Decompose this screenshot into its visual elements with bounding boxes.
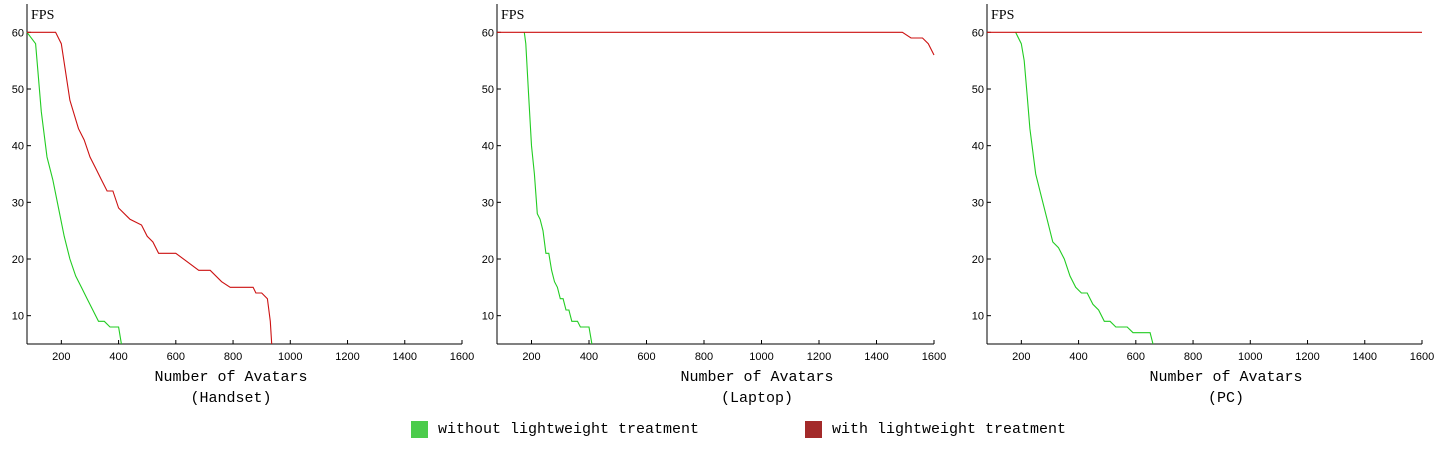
y-axis-label: FPS [501, 8, 524, 23]
x-axis-label: Number of Avatars [1149, 369, 1302, 386]
y-tick-label: 20 [12, 254, 24, 266]
y-tick-label: 40 [972, 141, 984, 153]
legend-label-without: without lightweight treatment [438, 421, 700, 438]
x-tick-label: 1600 [922, 351, 946, 363]
x-tick-label: 400 [109, 351, 127, 363]
y-tick-label: 50 [972, 84, 984, 96]
y-tick-label: 40 [482, 141, 494, 153]
x-tick-label: 1200 [1295, 351, 1319, 363]
x-tick-label: 600 [637, 351, 655, 363]
x-tick-label: 1400 [393, 351, 417, 363]
series-line-without-treatment [1015, 32, 1154, 345]
series-line-with-treatment [27, 31, 273, 345]
chart-panel-2: 10 20 30 40 50 60 200 400 600 800 1000 1200 1400 1600… [482, 4, 946, 407]
x-tick-label: 1000 [278, 351, 302, 363]
x-tick-label: 400 [580, 351, 598, 363]
x-tick-label: 800 [224, 351, 242, 363]
y-tick-label: 50 [12, 84, 24, 96]
x-tick-label: 800 [695, 351, 713, 363]
y-tick-label: 10 [972, 311, 984, 323]
x-tick-label: 1600 [1410, 351, 1434, 363]
series-line-without-treatment [523, 32, 593, 345]
y-axis-label: FPS [991, 8, 1014, 23]
chart-panel-3: 10 20 30 40 50 60 200 400 600 800 1000 1200 1400 1600… [972, 4, 1434, 407]
y-tick-label: 10 [482, 311, 494, 323]
y-tick-label: 30 [12, 197, 24, 209]
x-tick-label: 600 [167, 351, 185, 363]
legend-swatch-without [411, 421, 428, 438]
legend-label-with: with lightweight treatment [832, 421, 1067, 438]
chart-subtitle: (Laptop) [721, 390, 793, 407]
legend-item-with: with lightweight treatment [805, 421, 1066, 438]
x-tick-label: 200 [52, 351, 70, 363]
legend-item-without: without lightweight treatment [411, 421, 699, 438]
y-tick-label: 50 [482, 84, 494, 96]
y-tick-label: 30 [972, 197, 984, 209]
x-tick-label: 1200 [335, 351, 359, 363]
x-tick-label: 200 [522, 351, 540, 363]
x-tick-label: 200 [1012, 351, 1030, 363]
y-tick-label: 10 [12, 311, 24, 323]
series-line-without-treatment [26, 31, 122, 345]
y-axis-label: FPS [31, 8, 54, 23]
y-tick-label: 60 [482, 27, 494, 39]
legend-swatch-with [805, 421, 822, 438]
chart-subtitle: (PC) [1208, 390, 1244, 407]
x-tick-label: 1200 [807, 351, 831, 363]
y-tick-label: 20 [972, 254, 984, 266]
x-tick-label: 1000 [1238, 351, 1262, 363]
x-tick-label: 1400 [864, 351, 888, 363]
y-tick-label: 60 [12, 27, 24, 39]
chart-panel-1: 10 20 30 40 50 60 200 400 600 800 1000 1200 1400 1600… [12, 4, 474, 407]
x-axis-label: Number of Avatars [154, 369, 307, 386]
x-tick-label: 1600 [450, 351, 474, 363]
y-tick-label: 30 [482, 197, 494, 209]
y-tick-label: 20 [482, 254, 494, 266]
x-tick-label: 600 [1127, 351, 1145, 363]
y-tick-label: 40 [12, 141, 24, 153]
x-tick-label: 400 [1069, 351, 1087, 363]
series-line-with-treatment [497, 31, 935, 56]
y-tick-label: 60 [972, 27, 984, 39]
chart-subtitle: (Handset) [190, 390, 271, 407]
x-tick-label: 1000 [749, 351, 773, 363]
x-axis-label: Number of Avatars [680, 369, 833, 386]
x-tick-label: 800 [1184, 351, 1202, 363]
x-tick-label: 1400 [1353, 351, 1377, 363]
